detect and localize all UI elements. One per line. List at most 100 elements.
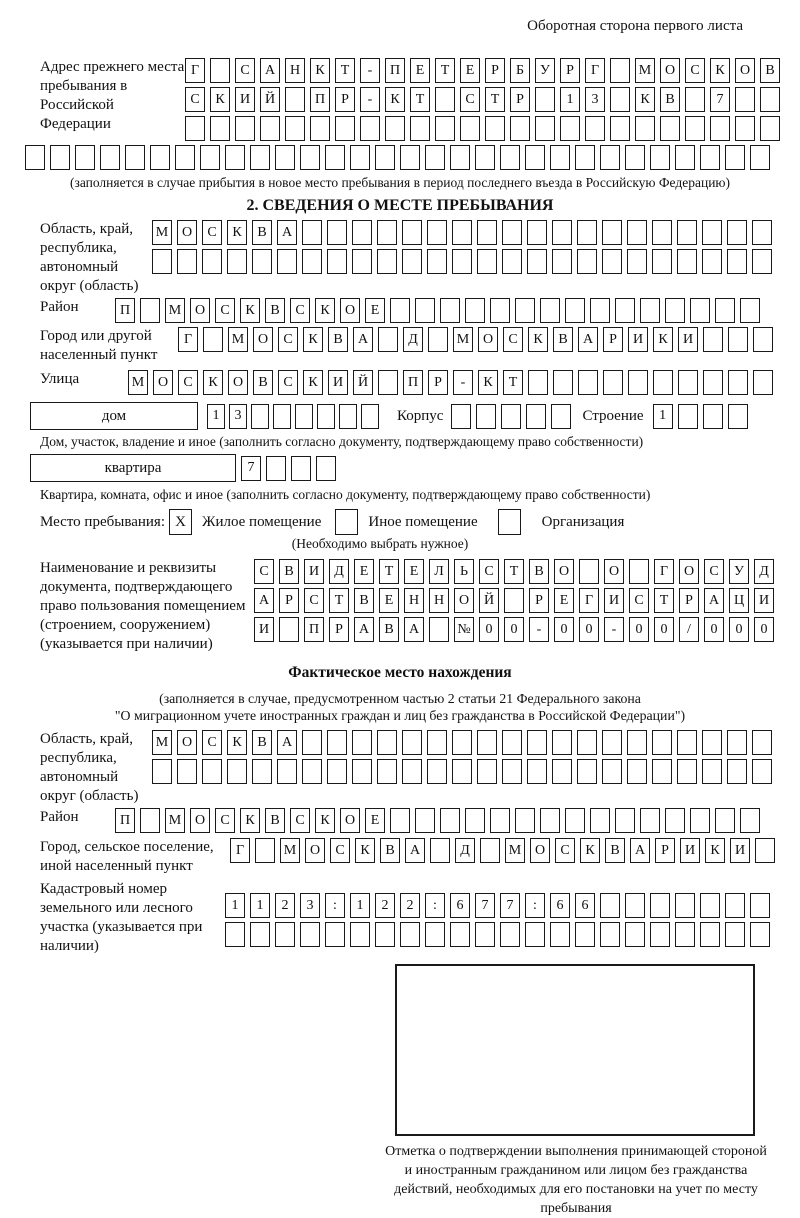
char-cell[interactable] — [273, 403, 291, 429]
char-cell[interactable]: Е — [460, 58, 480, 83]
char-cell[interactable] — [227, 249, 247, 274]
char-cell[interactable] — [660, 116, 680, 141]
char-cell[interactable] — [430, 838, 450, 863]
char-cell[interactable] — [452, 220, 472, 245]
char-cell[interactable] — [327, 220, 347, 245]
char-cell[interactable]: М — [635, 58, 655, 83]
char-cell[interactable] — [625, 922, 645, 947]
char-cell[interactable] — [310, 116, 330, 141]
char-cell[interactable] — [560, 116, 580, 141]
char-cell[interactable]: В — [265, 808, 285, 833]
char-cell[interactable]: 7 — [241, 455, 261, 481]
char-cell[interactable]: У — [535, 58, 555, 83]
char-cell[interactable]: О — [253, 327, 273, 352]
char-cell[interactable] — [252, 249, 272, 274]
char-cell[interactable] — [451, 403, 472, 429]
char-cell[interactable] — [615, 298, 635, 323]
char-cell[interactable] — [390, 808, 410, 833]
char-cell[interactable] — [715, 298, 735, 323]
char-cell[interactable] — [627, 730, 647, 755]
char-cell[interactable]: Е — [554, 588, 574, 613]
char-cell[interactable]: Р — [485, 58, 505, 83]
char-cell[interactable]: О — [340, 298, 360, 323]
char-cell[interactable] — [652, 249, 672, 274]
char-cell[interactable] — [140, 298, 160, 323]
char-cell[interactable]: - — [453, 370, 473, 395]
char-cell[interactable]: 3 — [585, 87, 605, 112]
char-cell[interactable] — [703, 327, 723, 352]
char-cell[interactable]: Т — [329, 588, 349, 613]
char-cell[interactable] — [185, 116, 205, 141]
char-cell[interactable]: О — [153, 370, 173, 395]
char-cell[interactable]: К — [355, 838, 375, 863]
char-cell[interactable] — [752, 220, 772, 245]
char-cell[interactable] — [740, 298, 760, 323]
char-cell[interactable]: - — [360, 87, 380, 112]
char-cell[interactable]: А — [353, 327, 373, 352]
char-cell[interactable] — [260, 116, 280, 141]
char-cell[interactable]: С — [290, 298, 310, 323]
char-cell[interactable]: О — [604, 559, 624, 584]
char-cell[interactable] — [339, 403, 357, 429]
char-cell[interactable]: Д — [455, 838, 475, 863]
char-cell[interactable] — [710, 116, 730, 141]
char-cell[interactable] — [502, 759, 522, 784]
char-cell[interactable] — [702, 730, 722, 755]
char-cell[interactable]: 0 — [729, 617, 749, 642]
char-cell[interactable]: С — [629, 588, 649, 613]
char-cell[interactable] — [728, 370, 748, 395]
char-cell[interactable]: К — [210, 87, 230, 112]
char-cell[interactable]: 6 — [450, 893, 470, 918]
char-cell[interactable] — [252, 759, 272, 784]
char-cell[interactable]: Е — [354, 559, 374, 584]
char-cell[interactable] — [727, 220, 747, 245]
char-cell[interactable] — [627, 220, 647, 245]
char-cell[interactable] — [635, 116, 655, 141]
char-cell[interactable]: : — [425, 893, 445, 918]
char-cell[interactable] — [702, 220, 722, 245]
stay-checkbox-residential[interactable]: X — [169, 509, 192, 535]
char-cell[interactable]: В — [252, 730, 272, 755]
char-cell[interactable] — [465, 808, 485, 833]
char-cell[interactable]: С — [278, 370, 298, 395]
char-cell[interactable]: К — [528, 327, 548, 352]
char-cell[interactable] — [550, 922, 570, 947]
char-cell[interactable] — [740, 808, 760, 833]
char-cell[interactable] — [727, 730, 747, 755]
char-cell[interactable] — [725, 922, 745, 947]
char-cell[interactable] — [250, 145, 270, 170]
char-cell[interactable]: С — [178, 370, 198, 395]
char-cell[interactable] — [402, 730, 422, 755]
char-cell[interactable]: М — [152, 730, 172, 755]
char-cell[interactable] — [755, 838, 775, 863]
char-cell[interactable] — [652, 220, 672, 245]
char-cell[interactable] — [515, 808, 535, 833]
char-cell[interactable] — [100, 145, 120, 170]
char-cell[interactable] — [553, 370, 573, 395]
char-cell[interactable]: К — [385, 87, 405, 112]
char-cell[interactable] — [275, 145, 295, 170]
char-cell[interactable] — [255, 838, 275, 863]
char-cell[interactable]: Т — [654, 588, 674, 613]
char-cell[interactable]: С — [278, 327, 298, 352]
char-cell[interactable] — [427, 249, 447, 274]
char-cell[interactable]: А — [260, 58, 280, 83]
char-cell[interactable]: Б — [510, 58, 530, 83]
char-cell[interactable] — [650, 922, 670, 947]
char-cell[interactable]: Т — [504, 559, 524, 584]
char-cell[interactable]: О — [679, 559, 699, 584]
char-cell[interactable] — [577, 249, 597, 274]
char-cell[interactable] — [690, 298, 710, 323]
char-cell[interactable] — [150, 145, 170, 170]
char-cell[interactable]: К — [315, 298, 335, 323]
char-cell[interactable] — [677, 403, 698, 429]
char-cell[interactable] — [50, 145, 70, 170]
char-cell[interactable]: К — [478, 370, 498, 395]
char-cell[interactable] — [629, 559, 649, 584]
char-cell[interactable]: Р — [529, 588, 549, 613]
char-cell[interactable] — [715, 808, 735, 833]
char-cell[interactable] — [702, 403, 723, 429]
char-cell[interactable]: 0 — [504, 617, 524, 642]
char-cell[interactable] — [477, 220, 497, 245]
char-cell[interactable] — [590, 808, 610, 833]
